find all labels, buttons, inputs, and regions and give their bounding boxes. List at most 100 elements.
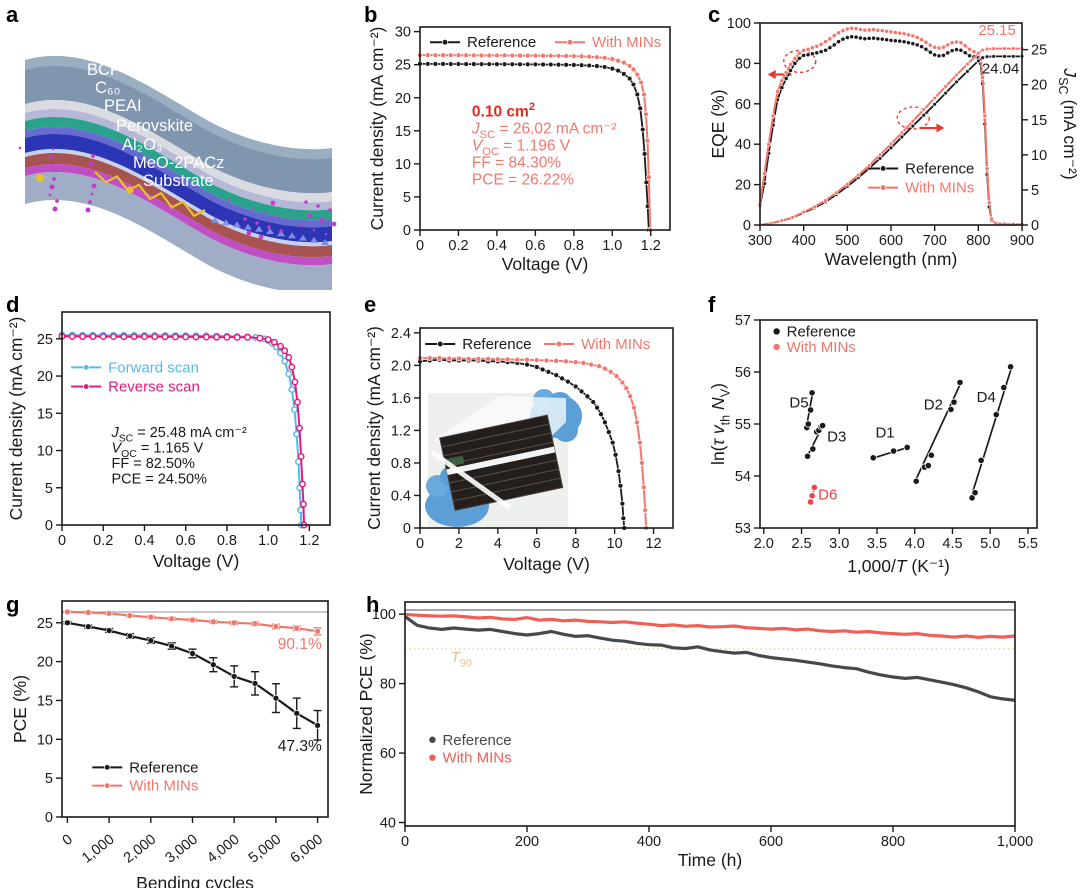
particle-dot — [91, 154, 95, 158]
chart-d-text: 0.6 — [176, 533, 196, 549]
chart-b-circle — [548, 61, 554, 68]
chart-c-circle — [984, 165, 990, 171]
chart-b-circle — [563, 62, 569, 68]
chart-c-circle — [943, 84, 948, 89]
particle-dot — [51, 147, 55, 151]
chart-c-circle — [827, 36, 833, 42]
chart-e-circle — [634, 419, 640, 426]
chart-b-circle — [501, 61, 508, 67]
schematic-text: Substrate — [143, 172, 214, 190]
chart-h-tspan: Normalized PCE (%) — [360, 633, 376, 794]
chart-e-circle — [640, 484, 647, 491]
chart-e-circle — [533, 364, 540, 370]
panel-letter-g: g — [6, 592, 20, 617]
chart-f-tspan: ln( — [708, 445, 728, 465]
chart-f-tspan: 4.0 — [905, 536, 925, 552]
busbar-stripe — [446, 446, 556, 476]
chart-d-tspan: 1.2 — [299, 533, 319, 549]
chart-c-circle — [914, 35, 920, 40]
schematic-text: MeO-2PACz — [133, 154, 224, 172]
chart-e-line — [443, 432, 552, 457]
chart-f-text: 55 — [735, 417, 751, 433]
chart-c-tspan: With MINs — [905, 180, 974, 197]
chart-e-circle — [598, 411, 604, 418]
chart-c-tspan: 600 — [879, 233, 903, 249]
chart-c-circle — [779, 218, 785, 223]
chart-d-circle — [151, 333, 159, 341]
chart-h-tspan: 1,000 — [997, 834, 1033, 850]
chart-c-tspan: 500 — [835, 233, 859, 249]
chart-h-text: 400 — [637, 834, 661, 850]
chart-g-tspan: 47.3% — [278, 738, 322, 755]
chart-c-circle — [965, 69, 970, 74]
chart-f-tspan: Reference — [787, 323, 856, 340]
chart-d-tspan: 0.4 — [134, 533, 154, 549]
particle-dot — [87, 170, 91, 174]
chart-b-circle — [646, 174, 652, 180]
chart-e-tspan: 1.2 — [391, 423, 411, 439]
chart-c-circle — [967, 53, 973, 59]
chart-d-tspan: = 25.48 mA cm⁻² — [133, 425, 247, 441]
chart-b-tspan: 1.0 — [602, 238, 622, 254]
chart-d-text: FF = 82.50% — [111, 456, 195, 472]
chart-e-circle — [642, 507, 649, 513]
schematic-path — [25, 55, 332, 160]
chart-c-circle — [927, 42, 933, 48]
particle-dot — [267, 225, 271, 229]
chart-f-tspan: 5.0 — [980, 536, 1000, 552]
chart-c-circle — [775, 89, 780, 95]
chart-h-text: 100 — [372, 607, 396, 623]
chart-b-circle — [609, 65, 616, 72]
chart-c-text: 24.04 — [982, 61, 1020, 78]
chart-g-text: With MINs — [129, 778, 198, 795]
chart-c-text: 0 — [743, 218, 751, 234]
chart-b-circle — [494, 61, 500, 67]
chart-d-tspan: Forward scan — [108, 359, 199, 376]
particle-dot — [18, 146, 22, 150]
chart-g: 0 1,000 2,000 3,000 4,000 5,000 6,000051015202… — [10, 600, 329, 888]
chart-h-text: Normalized PCE (%) — [360, 633, 376, 794]
chart-d-tspan: 15 — [37, 406, 53, 422]
chart-c-circle — [866, 163, 872, 168]
chart-h-text: 200 — [515, 834, 539, 850]
chart-e-tspan: 6 — [533, 536, 541, 552]
chart-e-circle — [613, 373, 620, 379]
chart-b-circle — [463, 52, 469, 59]
chart-f-text: D1 — [875, 425, 894, 442]
particle-dot — [52, 177, 56, 181]
chart-d-circle — [291, 378, 299, 386]
chart-h-circle — [429, 754, 436, 761]
chart-c-circle — [1002, 46, 1007, 51]
chart-e-circle — [426, 355, 433, 361]
particle-dot — [316, 204, 320, 208]
chart-f-text: D4 — [977, 389, 996, 406]
chart-d-circle — [256, 334, 264, 342]
chart-b-circle — [621, 71, 627, 77]
chart-h-tspan: 40 — [380, 816, 396, 832]
chart-g-tspan: 0 — [45, 810, 53, 826]
particle-dot — [255, 221, 259, 225]
chart-d-circle — [99, 333, 107, 341]
chart-d-text: 0.4 — [134, 533, 154, 549]
chart-c-circle — [801, 52, 807, 58]
chart-e-circle — [580, 360, 587, 366]
chart-g-tspan: 4,000 — [204, 832, 242, 867]
chart-g-text: 6,000 — [288, 832, 326, 867]
scatter-point-D6 — [808, 492, 816, 500]
molecule-icon — [310, 236, 318, 243]
chart-e-circle — [436, 355, 443, 361]
chart-c-circle — [906, 32, 911, 38]
chart-c-tspan: J — [1060, 67, 1080, 77]
chart-d-circle — [296, 424, 303, 432]
chart-g-circle — [251, 620, 259, 628]
chart-c-circle — [945, 50, 951, 56]
scatter-point-D4 — [1006, 363, 1015, 371]
chart-d-circle — [110, 333, 117, 341]
chart-c-text: 10 — [1031, 148, 1047, 164]
chart-e-circle — [543, 357, 550, 364]
chart-b-text: FF = 84.30% — [472, 154, 561, 171]
layer-Substrate — [25, 172, 332, 290]
chart-c-circle — [866, 35, 872, 41]
chart-c-circle — [954, 79, 959, 85]
chart-b-text: 0.10 cm2 — [472, 101, 535, 121]
